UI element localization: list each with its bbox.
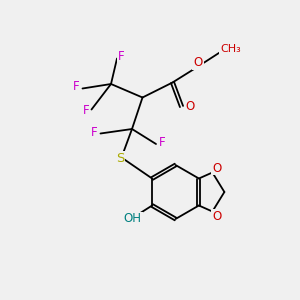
Text: S: S — [116, 152, 124, 166]
Text: F: F — [159, 136, 165, 149]
Text: OH: OH — [124, 212, 142, 226]
Text: O: O — [212, 161, 221, 175]
Text: O: O — [194, 56, 202, 69]
Text: F: F — [118, 50, 125, 64]
Text: O: O — [212, 209, 221, 223]
Text: O: O — [185, 100, 194, 113]
Text: CH₃: CH₃ — [220, 44, 241, 55]
Text: F: F — [83, 104, 89, 118]
Text: F: F — [91, 125, 98, 139]
Text: F: F — [73, 80, 80, 94]
